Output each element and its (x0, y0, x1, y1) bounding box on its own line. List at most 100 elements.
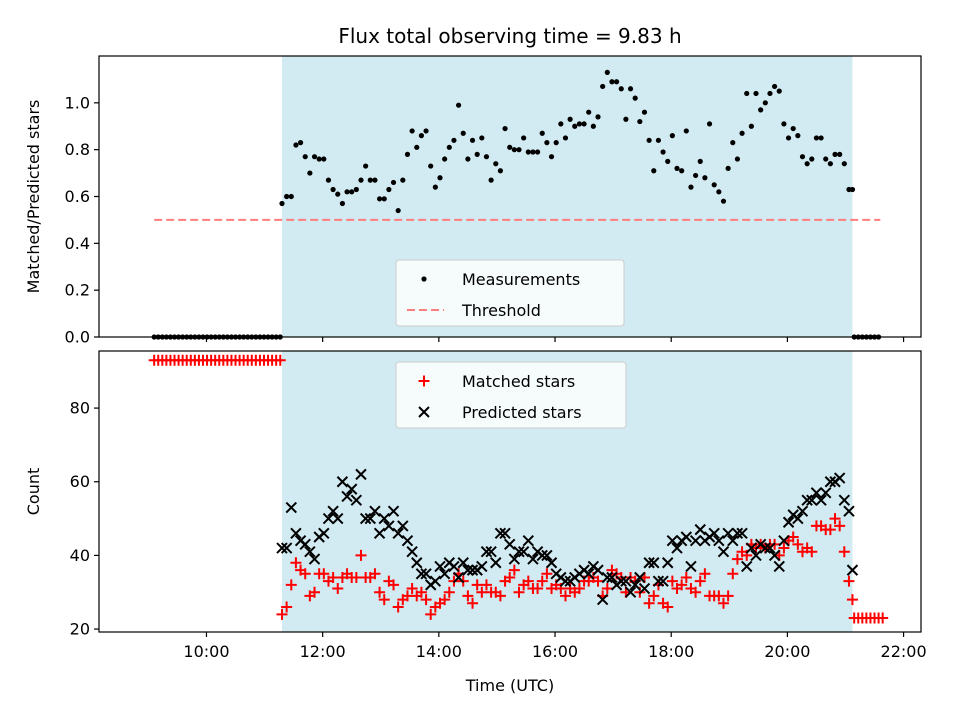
data-point (753, 90, 759, 97)
data-point (572, 123, 578, 129)
data-point (499, 527, 511, 540)
y-tick-label: 80 (70, 399, 90, 418)
data-point (376, 196, 383, 202)
data-point (494, 590, 506, 602)
data-point (388, 579, 400, 591)
data-point (849, 186, 856, 193)
data-point (353, 186, 359, 193)
data-point (336, 476, 349, 488)
legend: Matched stars Predicted stars (395, 361, 627, 429)
data-point (288, 193, 294, 200)
y-axis-label: Matched/Predicted stars (24, 100, 43, 294)
data-point (439, 594, 451, 606)
data-point (713, 590, 725, 602)
data-point (606, 571, 618, 584)
data-point (479, 135, 485, 141)
data-point (322, 512, 335, 525)
data-point (390, 179, 397, 186)
data-point (485, 546, 497, 558)
data-point (411, 557, 423, 569)
data-point (846, 564, 859, 576)
data-point (590, 123, 596, 129)
data-point (406, 546, 418, 558)
data-point (349, 189, 355, 195)
data-point (758, 107, 764, 113)
data-point (432, 184, 438, 190)
data-point (689, 534, 702, 547)
data-point (841, 161, 847, 167)
data-point (290, 557, 302, 569)
data-point (332, 583, 344, 595)
legend-marker (418, 375, 430, 387)
data-point (497, 168, 504, 174)
data-point (618, 86, 624, 92)
data-point (648, 590, 660, 602)
data-point (796, 505, 809, 517)
data-point (634, 571, 646, 584)
data-point (680, 571, 692, 583)
data-point (293, 142, 299, 148)
data-point (541, 568, 553, 580)
data-point (596, 593, 609, 606)
data-point (813, 135, 820, 141)
data-point (276, 608, 288, 620)
data-point (276, 542, 288, 554)
data-point (818, 135, 824, 141)
y-tick-label: 0.0 (65, 328, 90, 347)
data-point (727, 534, 739, 547)
data-point (335, 191, 341, 197)
data-point (815, 494, 827, 506)
data-point (438, 568, 451, 580)
data-point (785, 135, 792, 141)
data-point (843, 575, 855, 587)
data-point (392, 601, 404, 613)
x-tick-label: 20:00 (764, 642, 810, 661)
data-point (446, 144, 452, 150)
data-point (345, 483, 358, 495)
data-point (504, 571, 516, 583)
data-point (378, 594, 390, 606)
data-point (781, 121, 787, 127)
data-point (318, 527, 330, 540)
data-point (838, 546, 850, 558)
data-point (544, 140, 550, 146)
data-point (790, 125, 796, 132)
data-point (877, 612, 889, 624)
data-point (369, 505, 381, 517)
data-point (722, 527, 734, 540)
legend-label: Threshold (461, 301, 541, 320)
data-point (462, 590, 474, 602)
data-point (680, 531, 693, 543)
bottom-panel: 20 40 60 80 10:00 12:00 14:00 16:00 18:00 20:00 22… (24, 350, 927, 695)
legend: Measurements Threshold (395, 259, 625, 327)
data-point (406, 583, 418, 595)
data-point (507, 144, 513, 150)
data-point (674, 165, 680, 171)
data-point (820, 487, 832, 499)
data-point (750, 549, 762, 562)
data-point (787, 531, 799, 543)
data-point (648, 557, 660, 569)
data-point (745, 542, 758, 554)
data-point (290, 527, 302, 540)
data-point (415, 568, 428, 580)
data-point (838, 494, 851, 506)
data-point (731, 527, 744, 540)
data-point (285, 501, 297, 514)
data-point (536, 549, 548, 562)
data-point (669, 133, 675, 139)
data-point (281, 601, 293, 613)
data-point (483, 154, 490, 160)
y-tick-label: 1.0 (65, 93, 90, 112)
data-point (637, 118, 643, 125)
data-point (688, 184, 694, 190)
data-point (776, 88, 782, 94)
y-tick-label: 20 (70, 620, 90, 639)
data-point (553, 140, 559, 146)
data-point (321, 156, 327, 162)
data-point (392, 527, 404, 540)
data-point (364, 512, 376, 525)
data-point (713, 534, 725, 547)
data-point (837, 151, 843, 157)
data-point (782, 516, 795, 528)
